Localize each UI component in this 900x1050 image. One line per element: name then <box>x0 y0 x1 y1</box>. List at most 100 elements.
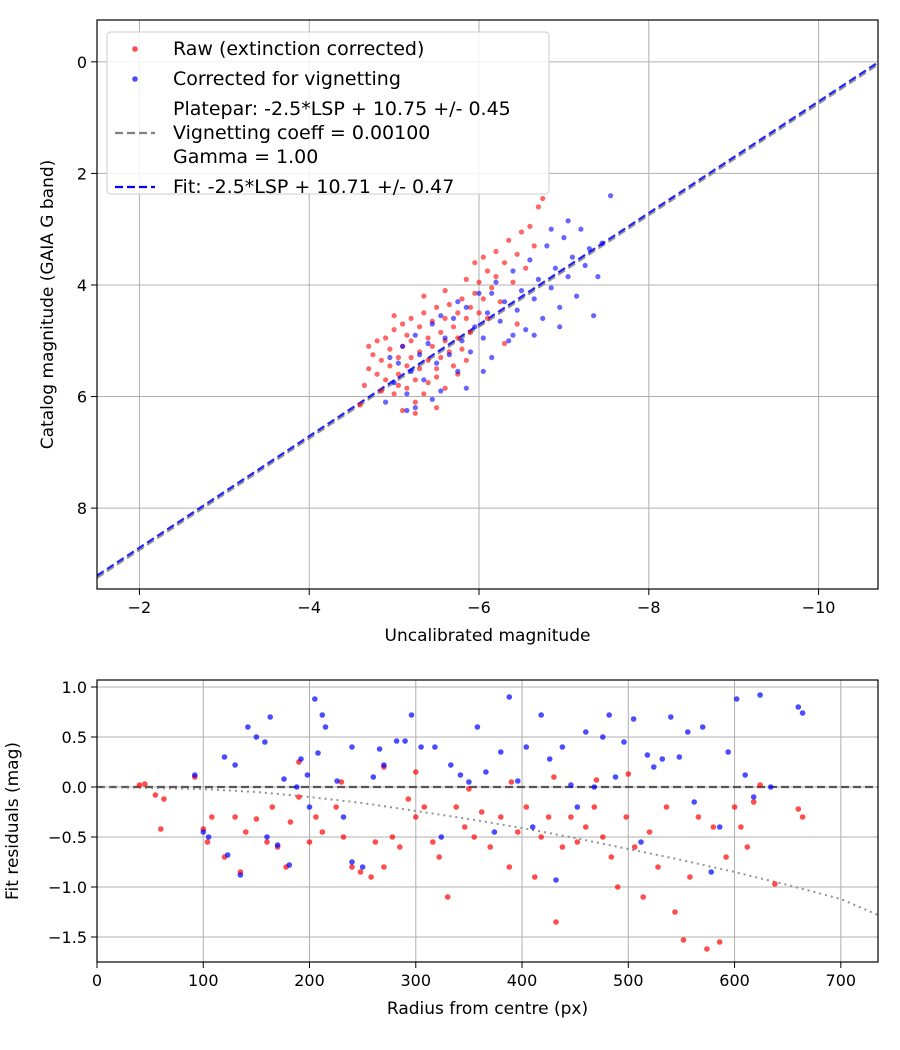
scatter-point <box>243 829 249 835</box>
scatter-point <box>370 774 377 780</box>
scatter-point <box>205 834 212 840</box>
x-tick-label: 700 <box>826 971 857 990</box>
scatter-point <box>438 834 445 840</box>
scatter-point <box>404 332 410 338</box>
scatter-point <box>476 310 482 316</box>
x-tick-label: 300 <box>401 971 432 990</box>
scatter-point <box>535 204 542 210</box>
scatter-point <box>600 734 606 740</box>
scatter-point <box>515 829 521 835</box>
scatter-point <box>630 716 637 722</box>
scatter-point <box>269 804 276 810</box>
scatter-point <box>391 380 397 386</box>
scatter-point <box>535 276 542 282</box>
scatter-point <box>493 274 499 280</box>
scatter-point <box>376 746 383 752</box>
scatter-point <box>750 799 757 805</box>
scatter-point <box>408 315 414 321</box>
scatter-point <box>232 814 238 820</box>
y-tick-label: 0.5 <box>62 728 87 747</box>
scatter-point <box>381 864 387 870</box>
bottom-chart-plot-frame <box>96 679 879 963</box>
x-tick-label: 400 <box>507 971 538 990</box>
scatter-point <box>631 844 638 850</box>
scatter-point <box>448 762 454 768</box>
scatter-point <box>304 772 311 778</box>
scatter-point <box>378 357 384 363</box>
scatter-point <box>391 313 397 319</box>
scatter-point <box>368 874 374 880</box>
scatter-point <box>491 829 498 835</box>
top-chart-series-raw <box>357 195 546 416</box>
scatter-point <box>158 826 164 832</box>
scatter-point <box>312 696 318 702</box>
x-tick-label: −6 <box>467 598 491 617</box>
scatter-point <box>699 724 706 730</box>
scatter-point <box>319 712 326 718</box>
scatter-point <box>383 399 389 405</box>
scatter-point <box>691 799 697 805</box>
scatter-point <box>565 218 571 224</box>
scatter-point <box>772 881 778 887</box>
scatter-point <box>455 299 461 305</box>
scatter-point <box>349 859 355 865</box>
scatter-point <box>378 388 384 394</box>
scatter-point <box>527 257 533 263</box>
scatter-point <box>383 335 389 341</box>
scatter-point <box>383 377 389 383</box>
y-tick-label: 8 <box>77 499 87 518</box>
scatter-point <box>655 864 661 870</box>
top-chart-y-axis-label: Catalog magnitude (GAIA G band) <box>38 160 58 450</box>
scatter-point <box>264 839 270 845</box>
scatter-point <box>361 382 367 388</box>
scatter-point <box>349 744 355 750</box>
scatter-point <box>434 405 440 411</box>
scatter-point <box>434 360 440 366</box>
scatter-point <box>429 396 435 402</box>
scatter-point <box>574 839 581 845</box>
scatter-point <box>484 268 491 274</box>
scatter-point <box>393 738 400 744</box>
scatter-point <box>518 288 525 294</box>
scatter-point <box>463 357 469 363</box>
scatter-point <box>306 839 313 845</box>
bottom-chart-x-axis-label: Radius from centre (px) <box>387 999 588 1019</box>
scatter-point <box>412 405 418 411</box>
scatter-point <box>405 796 412 802</box>
scatter-point <box>531 296 537 302</box>
scatter-point <box>408 712 415 718</box>
scatter-point <box>421 310 427 316</box>
scatter-point <box>463 385 469 391</box>
scatter-point <box>638 839 644 845</box>
scatter-point <box>425 357 431 363</box>
x-tick-label: 600 <box>719 971 750 990</box>
scatter-point <box>704 946 710 952</box>
scatter-point <box>498 749 504 755</box>
scatter-point <box>548 285 554 291</box>
scatter-point <box>267 714 274 720</box>
scatter-point <box>298 756 304 762</box>
x-tick-label: −4 <box>297 598 321 617</box>
scatter-point <box>221 754 228 760</box>
scatter-point <box>621 739 627 745</box>
scatter-point <box>600 834 606 840</box>
scatter-point <box>723 854 729 860</box>
scatter-point <box>209 814 215 820</box>
scatter-point <box>450 363 457 369</box>
scatter-point <box>493 248 499 255</box>
scatter-point <box>557 304 563 310</box>
scatter-point <box>459 346 465 352</box>
scatter-point <box>274 842 281 848</box>
top-chart-ticks: −2 −4 −6 −8 −10 0 2 4 6 8 <box>77 53 836 617</box>
scatter-point <box>480 296 486 302</box>
y-tick-label: −1.0 <box>48 878 87 897</box>
scatter-point <box>421 804 428 810</box>
scatter-point <box>593 777 600 783</box>
scatter-point <box>442 315 448 321</box>
scatter-point <box>506 694 513 700</box>
scatter-point <box>459 338 465 344</box>
scatter-point <box>245 724 251 730</box>
scatter-point <box>438 313 444 319</box>
scatter-point <box>480 335 486 341</box>
x-tick-label: −10 <box>802 598 836 617</box>
